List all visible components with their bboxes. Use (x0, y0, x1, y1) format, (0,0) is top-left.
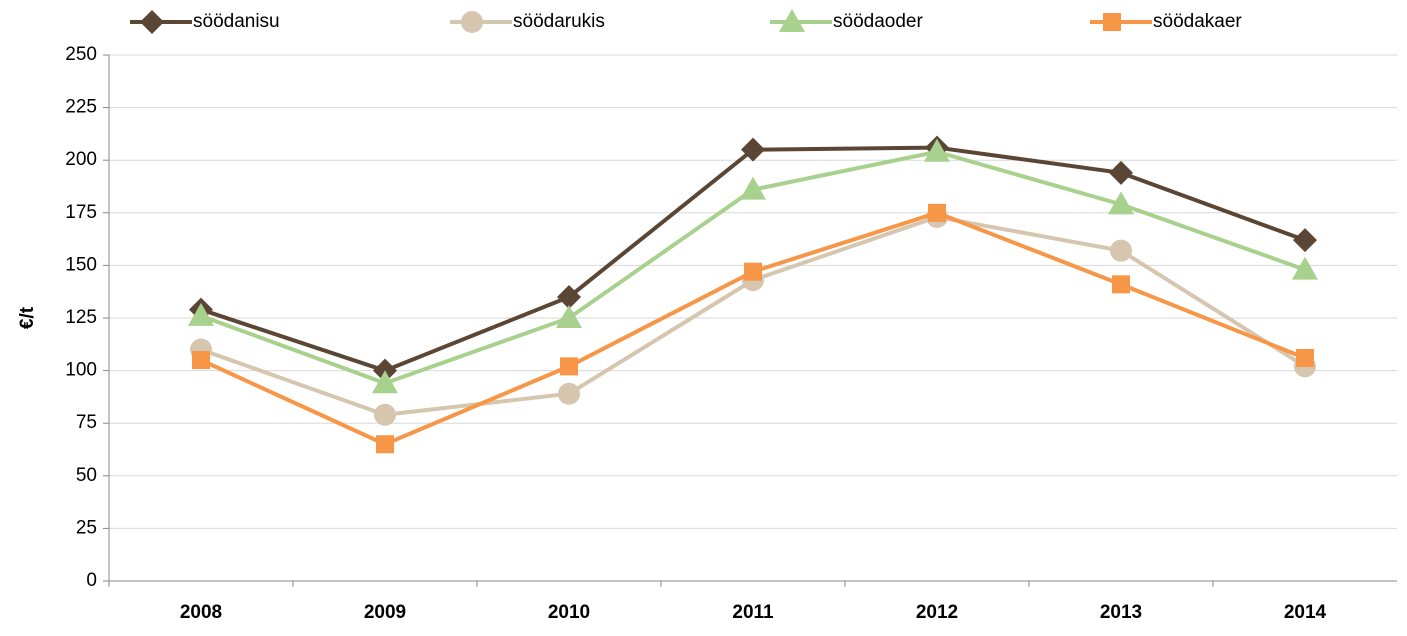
y-tick-label: 225 (65, 97, 97, 118)
data-point (924, 138, 950, 162)
y-tick-label: 150 (65, 254, 97, 275)
y-axis-label: €/t (17, 306, 38, 329)
legend-label: söödaoder (833, 11, 923, 32)
y-tick-label: 25 (76, 517, 97, 538)
x-tick-label: 2014 (1284, 602, 1327, 623)
y-tick-label: 0 (86, 570, 97, 591)
data-point (928, 203, 946, 222)
y-tick-label: 250 (65, 44, 97, 65)
data-point (192, 351, 210, 370)
data-point (744, 262, 762, 281)
y-tick-label: 75 (76, 412, 97, 433)
data-point (560, 357, 578, 376)
data-point (740, 176, 766, 200)
legend-marker (779, 9, 805, 32)
data-point (372, 370, 398, 394)
x-tick-label: 2008 (180, 602, 222, 623)
y-tick-label: 100 (65, 360, 97, 381)
x-tick-label: 2012 (916, 602, 958, 623)
data-point (1110, 239, 1132, 262)
data-point (1296, 348, 1314, 367)
data-point (741, 137, 765, 162)
data-point (1292, 256, 1318, 280)
y-tick-label: 200 (65, 149, 97, 170)
legend-label: söödakaer (1153, 11, 1242, 32)
y-tick-label: 125 (65, 307, 97, 328)
data-point (1108, 191, 1134, 215)
x-tick-label: 2013 (1100, 602, 1142, 623)
series-line (200, 214, 1307, 417)
legend-marker (140, 10, 164, 34)
legend-marker (1103, 13, 1121, 31)
data-point (376, 435, 394, 454)
legend-label: söödarukis (513, 11, 605, 32)
data-point (558, 382, 580, 405)
x-tick-label: 2010 (548, 602, 590, 623)
data-point (557, 284, 581, 309)
data-point (1109, 160, 1133, 185)
legend-marker (461, 11, 483, 33)
data-point (1293, 228, 1317, 253)
x-tick-label: 2011 (732, 602, 774, 623)
data-point (1112, 275, 1130, 294)
data-point (556, 305, 582, 328)
data-point (374, 403, 396, 426)
y-tick-label: 175 (65, 202, 97, 223)
legend-label: söödanisu (193, 11, 280, 32)
data-point (188, 302, 214, 326)
x-tick-label: 2009 (364, 602, 406, 623)
y-tick-label: 50 (76, 465, 97, 486)
